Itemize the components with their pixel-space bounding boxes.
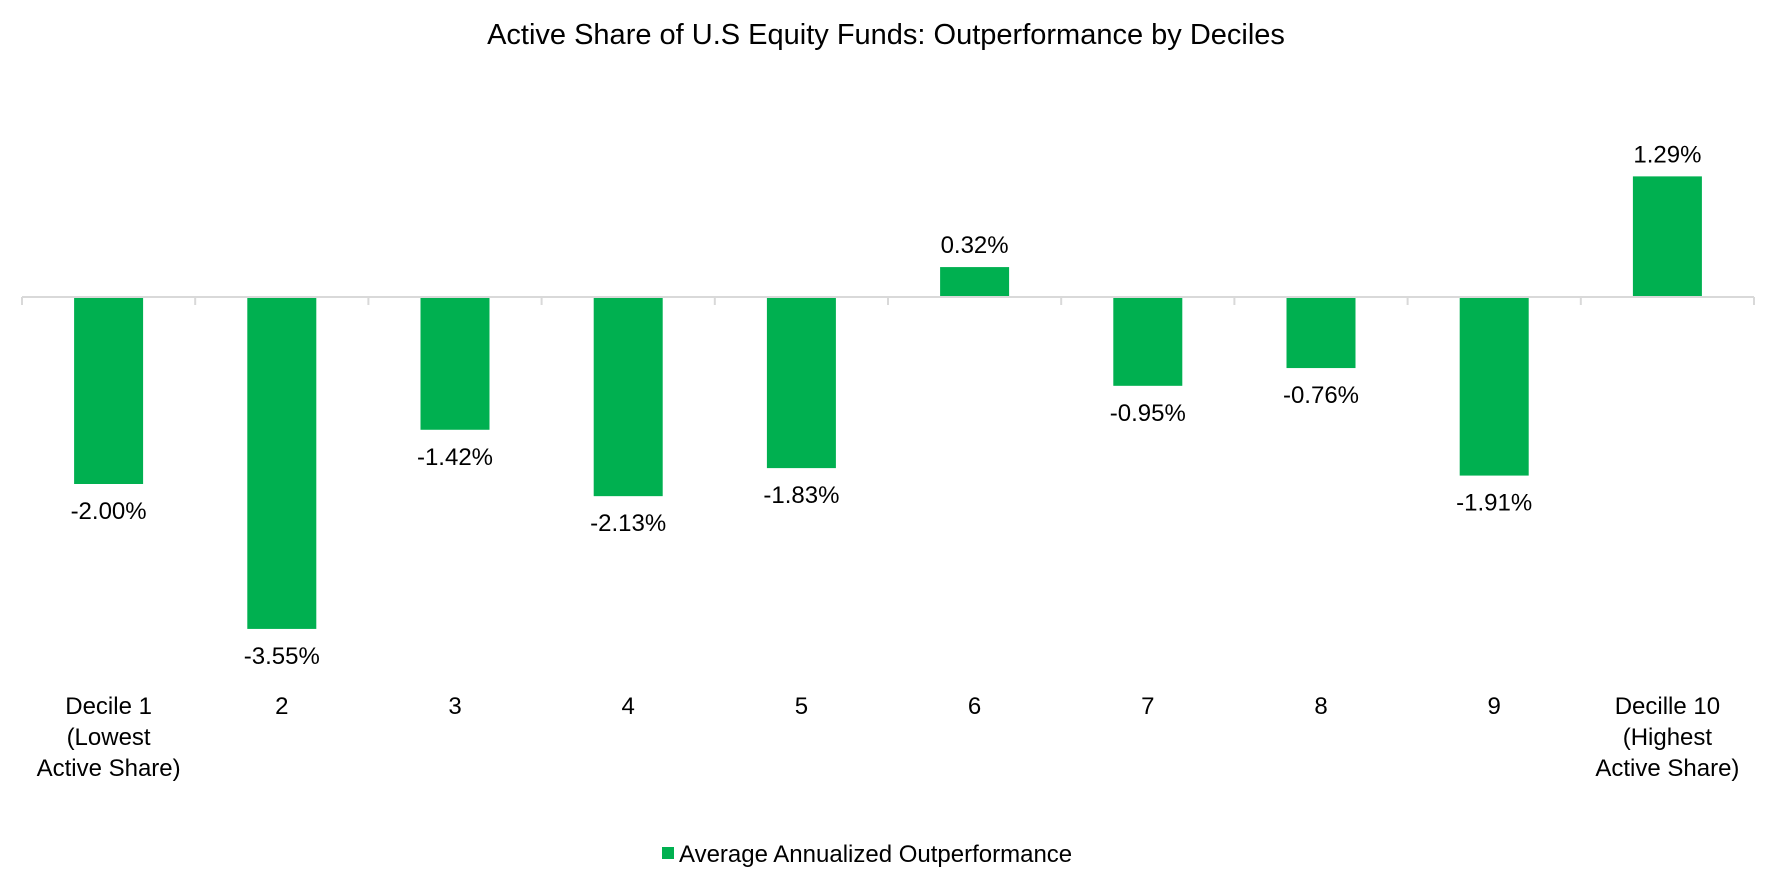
legend-label: Average Annualized Outperformance — [679, 841, 1072, 868]
x-tick-label-line: Active Share) — [1595, 755, 1739, 782]
x-tick-label-line: (Lowest — [67, 724, 151, 751]
chart-title: Active Share of U.S Equity Funds: Outper… — [487, 19, 1285, 51]
x-tick-label-3: 3 — [448, 693, 461, 720]
data-label-2: -3.55% — [244, 643, 320, 670]
bar-4 — [593, 297, 663, 497]
x-tick-label-8: 8 — [1314, 693, 1327, 720]
x-tick-label-5: 5 — [795, 693, 808, 720]
bar-7 — [1113, 297, 1183, 386]
bar-9 — [1459, 297, 1529, 476]
bar-5 — [766, 297, 836, 469]
data-labels: -2.00% -3.55% -1.42% -2.13% -1.83% 0.32% -0.95… — [71, 141, 1702, 670]
data-label-3: -1.42% — [417, 444, 493, 471]
data-label-10: 1.29% — [1633, 141, 1701, 168]
bar-6 — [940, 267, 1010, 297]
x-tick-label-4: 4 — [622, 693, 635, 720]
x-axis — [21, 296, 1755, 305]
data-label-9: -1.91% — [1456, 490, 1532, 517]
legend-swatch — [662, 847, 674, 859]
x-tick-label-line: 6 — [968, 693, 981, 720]
x-tick-label-2: 2 — [275, 693, 288, 720]
bar-1 — [74, 297, 144, 484]
bar-8 — [1286, 297, 1356, 369]
data-label-7: -0.95% — [1110, 400, 1186, 427]
x-tick-label-line: 2 — [275, 693, 288, 720]
bar-3 — [420, 297, 490, 430]
x-tick-label-line: 7 — [1141, 693, 1154, 720]
data-label-1: -2.00% — [71, 498, 147, 525]
x-tick-label-1: Decile 1 (Lowest Active Share) — [37, 693, 181, 782]
data-label-5: -1.83% — [763, 482, 839, 509]
x-tick-label-9: 9 — [1488, 693, 1501, 720]
x-tick-label-line: Decile 1 — [65, 693, 152, 720]
x-tick-label-10: Decille 10 (Highest Active Share) — [1595, 693, 1739, 782]
bars-layer — [74, 176, 1702, 629]
legend: Average Annualized Outperformance — [662, 841, 1072, 868]
data-label-6: 0.32% — [941, 232, 1009, 259]
x-tick-label-line: (Highest — [1623, 724, 1713, 751]
data-label-8: -0.76% — [1283, 382, 1359, 409]
x-tick-label-line: 4 — [622, 693, 635, 720]
x-tick-label-line: 8 — [1314, 693, 1327, 720]
x-tick-label-line: 9 — [1488, 693, 1501, 720]
x-tick-label-6: 6 — [968, 693, 981, 720]
x-tick-label-line: 5 — [795, 693, 808, 720]
x-tick-label-7: 7 — [1141, 693, 1154, 720]
x-axis-tick-labels: Decile 1 (Lowest Active Share) 2 3 4 5 6 7 8 9 Deci… — [37, 693, 1740, 782]
x-tick-label-line: Decille 10 — [1615, 693, 1720, 720]
bar-10 — [1632, 176, 1702, 297]
x-tick-label-line: 3 — [448, 693, 461, 720]
x-tick-label-line: Active Share) — [37, 755, 181, 782]
data-label-4: -2.13% — [590, 510, 666, 537]
bar-2 — [247, 297, 317, 629]
